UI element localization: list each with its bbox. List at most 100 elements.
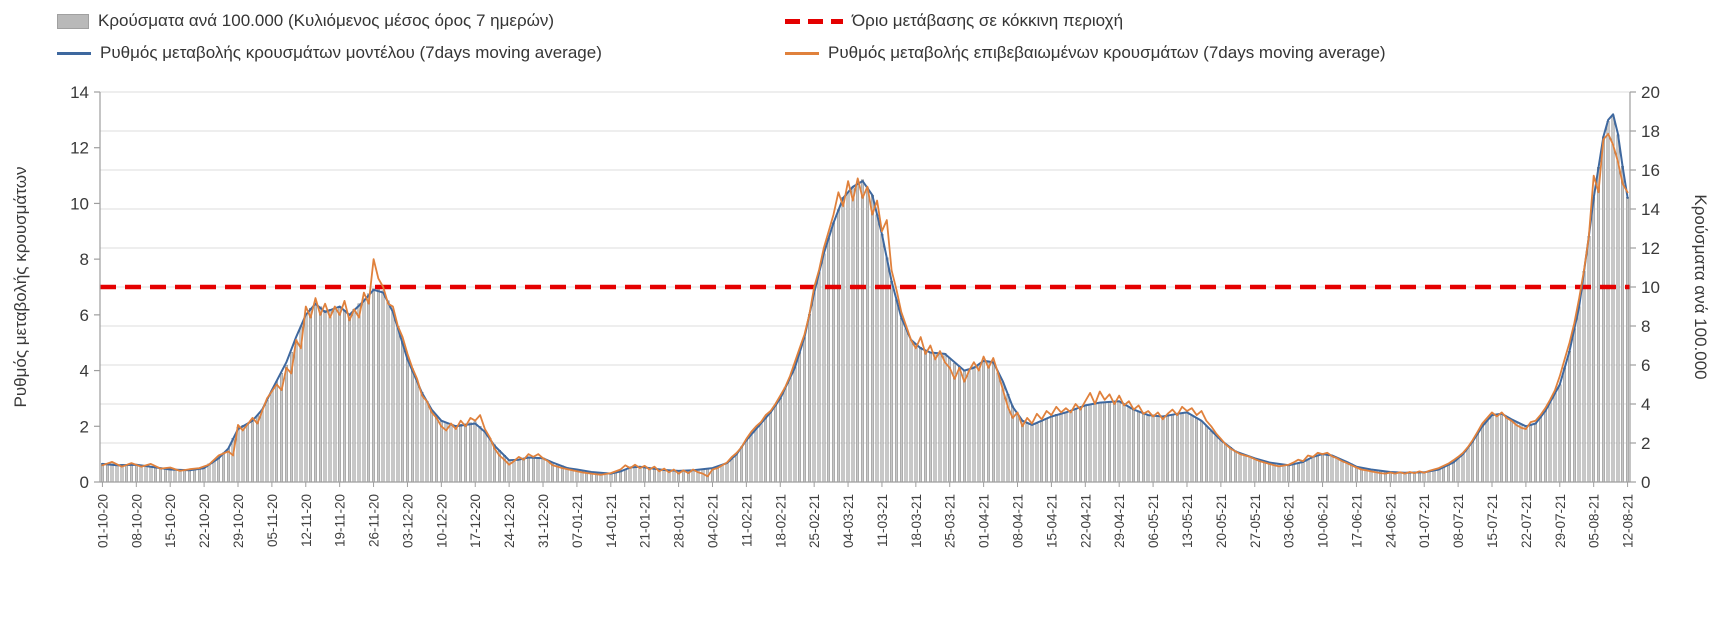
cases-bar — [1141, 413, 1145, 483]
cases-bar — [134, 464, 138, 483]
cases-bar — [221, 452, 225, 483]
cases-bar — [255, 415, 259, 483]
cases-bar — [1466, 447, 1470, 483]
cases-bar — [1417, 472, 1421, 483]
cases-bar — [343, 310, 347, 483]
cases-bar — [129, 464, 133, 483]
cases-bar — [139, 465, 143, 483]
confirmed-rate-line — [101, 132, 1629, 478]
legend-label-model-rate: Ρυθμός μεταβολής κρουσμάτων μοντέλου (7d… — [100, 43, 602, 62]
confirmed-line-swatch-icon — [785, 51, 819, 55]
plot-area: 0 2 4 6 8 10 12 14 0 2 4 6 8 10 12 14 16 18 20 01-10-20 08-1… — [70, 83, 1660, 548]
x-tick-label: 13-05-21 — [1180, 494, 1195, 548]
cases-bar — [899, 317, 903, 483]
x-tick-label: 18-02-21 — [773, 494, 788, 548]
x-tick-label: 01-04-21 — [977, 494, 992, 548]
cases-bar — [1170, 414, 1174, 483]
cases-bar — [1316, 454, 1320, 483]
cases-bar — [1180, 412, 1184, 483]
cases-bar — [1456, 457, 1460, 483]
cases-bar — [1214, 435, 1218, 483]
cases-bar — [817, 272, 821, 483]
cases-bar — [1175, 413, 1179, 483]
cases-bar — [885, 257, 889, 483]
left-axis-tick-label: 4 — [80, 362, 89, 381]
cases-bar — [798, 352, 802, 483]
cases-bar — [188, 470, 192, 483]
cases-bar — [212, 459, 216, 483]
x-tick-label: 10-12-20 — [434, 494, 449, 548]
cases-bar — [1538, 416, 1542, 483]
cases-bar — [1461, 453, 1465, 483]
cases-bar — [1543, 410, 1547, 483]
x-tick-label: 03-12-20 — [400, 494, 415, 548]
legend-label-confirmed-rate: Ρυθμός μεταβολής επιβεβαιωμένων κρουσμάτ… — [828, 43, 1386, 62]
left-axis-tick-label: 6 — [80, 306, 89, 325]
cases-bar — [313, 302, 317, 483]
cases-bar — [662, 470, 666, 483]
cases-bar — [1229, 446, 1233, 483]
cases-bar — [643, 466, 647, 483]
cases-bar — [701, 468, 705, 483]
cases-bar — [386, 300, 390, 483]
cases-bar — [115, 463, 119, 483]
cases-bar — [1054, 414, 1058, 483]
cases-bar — [1514, 421, 1518, 483]
cases-bar — [464, 423, 468, 483]
cases-bar — [197, 468, 201, 483]
cases-bar — [405, 356, 409, 483]
legend-label-cases-bars: Κρούσματα ανά 100.000 (Κυλιόμενος μέσος … — [98, 11, 555, 30]
cases-bar — [284, 364, 288, 483]
cases-bar — [1064, 411, 1068, 483]
cases-bar — [972, 366, 976, 483]
right-axis-title: Κρούσματα ανά 100.000 — [1691, 194, 1710, 379]
cases-bar — [251, 421, 255, 483]
legend-label-threshold: Όριο μετάβασης σε κόκκινη περιοχή — [852, 11, 1124, 30]
cases-bar — [1311, 456, 1315, 483]
cases-bar — [275, 381, 279, 483]
cases-bar — [217, 456, 221, 483]
cases-bar — [367, 293, 371, 483]
cases-bar — [1519, 423, 1523, 483]
cases-bar — [1219, 439, 1223, 483]
cases-bar — [773, 404, 777, 483]
cases-bar — [623, 469, 627, 483]
cases-bar — [425, 400, 429, 483]
cases-bar — [875, 214, 879, 483]
cases-bar — [904, 328, 908, 483]
left-axis-tick-label: 14 — [70, 83, 89, 102]
cases-bar — [1248, 456, 1252, 483]
cases-bar — [1030, 425, 1034, 483]
cases-bar — [1253, 458, 1257, 483]
cases-bar — [740, 446, 744, 483]
legend-item-cases-bars: Κρούσματα ανά 100.000 (Κυλιόμενος μέσος … — [57, 11, 554, 31]
cases-bar — [396, 325, 400, 483]
cases-bar — [652, 468, 656, 483]
x-tick-label: 22-04-21 — [1078, 494, 1093, 548]
cases-bar — [943, 353, 947, 483]
cases-bar — [168, 468, 172, 483]
cases-bar — [110, 463, 114, 483]
cases-bar — [1495, 413, 1499, 483]
cases-bar — [890, 280, 894, 483]
cases-bar — [1582, 271, 1586, 483]
cases-bar — [953, 362, 957, 483]
cases-bar — [1069, 410, 1073, 483]
cases-bar — [933, 353, 937, 483]
right-axis-tick-label: 6 — [1641, 356, 1650, 375]
cases-bar — [802, 337, 806, 483]
cases-bar — [1558, 384, 1562, 483]
cases-bar — [410, 368, 414, 483]
cases-bar — [430, 409, 434, 483]
cases-bar — [628, 467, 632, 483]
cases-bar — [347, 314, 351, 483]
left-axis-tick-label: 8 — [80, 250, 89, 269]
cases-bar — [1045, 418, 1049, 483]
left-axis-tick-label: 2 — [80, 417, 89, 436]
right-axis-tick-label: 20 — [1641, 83, 1660, 102]
cases-bar — [192, 469, 196, 483]
cases-bar — [173, 468, 177, 483]
cases-bar — [357, 303, 361, 483]
cases-bar — [163, 468, 167, 483]
x-tick-label: 01-10-20 — [95, 494, 110, 548]
